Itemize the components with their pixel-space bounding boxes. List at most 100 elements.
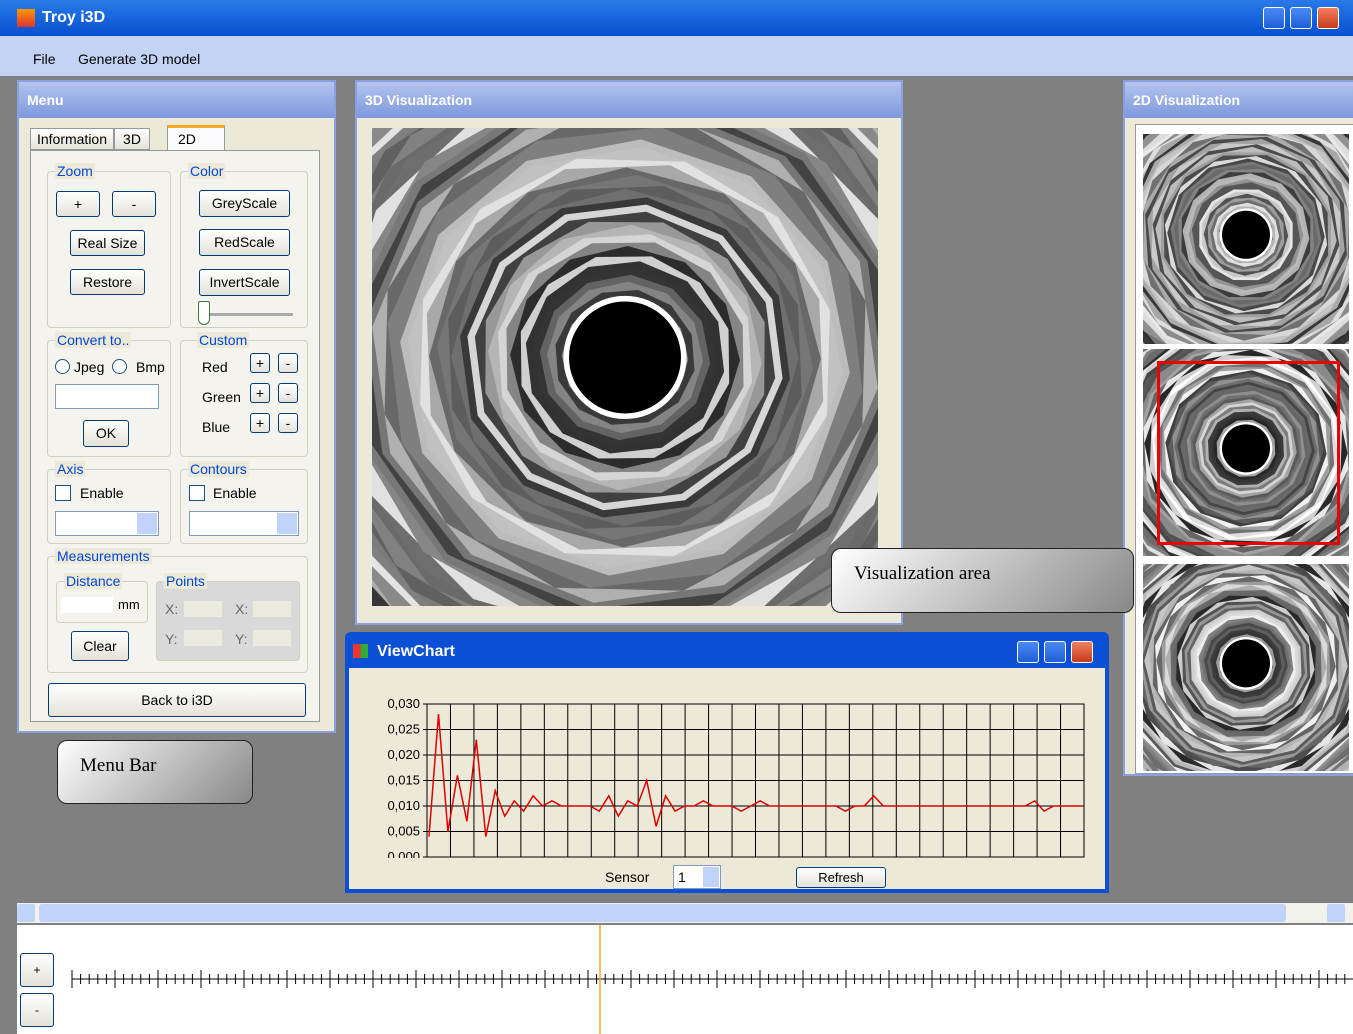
button[interactable]: - bbox=[20, 993, 54, 1027]
unit: mm bbox=[118, 597, 140, 612]
checkbox[interactable] bbox=[55, 485, 71, 501]
group-label: Custom bbox=[197, 332, 249, 348]
ruler bbox=[17, 925, 1353, 1034]
y-tick-label: 0,005 bbox=[387, 824, 420, 839]
group-label: Convert to.. bbox=[55, 332, 131, 348]
y-tick-label: 0,020 bbox=[387, 747, 420, 762]
dropdown-arrow bbox=[137, 513, 157, 534]
visualization-image bbox=[372, 128, 878, 606]
panel-header: Menu bbox=[19, 82, 334, 118]
y-tick-label: 0,000 bbox=[387, 849, 420, 858]
close[interactable] bbox=[1317, 7, 1339, 29]
point-label: Y: bbox=[165, 631, 177, 647]
dropdown[interactable] bbox=[189, 511, 299, 536]
maximize[interactable] bbox=[1290, 7, 1312, 29]
point-field bbox=[184, 630, 222, 646]
window-title: Troy i3D bbox=[42, 9, 105, 27]
group-label: Color bbox=[188, 163, 225, 179]
group-label: Measurements bbox=[55, 548, 152, 564]
scroll-right[interactable] bbox=[1327, 904, 1345, 922]
button[interactable]: - bbox=[278, 413, 298, 433]
menu-panel: Menu Information 3D 2D Zoom + - Real Siz… bbox=[17, 80, 336, 733]
group-label: Zoom bbox=[55, 163, 95, 179]
distance-field[interactable] bbox=[61, 597, 113, 613]
radio-label: Jpeg bbox=[74, 359, 104, 375]
button[interactable]: GreyScale bbox=[199, 190, 290, 217]
button[interactable]: + bbox=[250, 353, 270, 373]
slider-track bbox=[201, 313, 293, 316]
button[interactable]: Restore bbox=[70, 269, 145, 295]
channel-label: Red bbox=[202, 359, 228, 375]
app-icon bbox=[17, 9, 35, 27]
button[interactable]: + bbox=[250, 413, 270, 433]
button[interactable]: Real Size bbox=[70, 230, 145, 256]
close[interactable] bbox=[1071, 641, 1093, 663]
spin-buttons[interactable] bbox=[703, 867, 719, 887]
group-label: Axis bbox=[55, 461, 85, 477]
point-field bbox=[253, 630, 291, 646]
menu-item[interactable]: File bbox=[33, 51, 56, 67]
tab[interactable]: Information bbox=[30, 128, 114, 150]
tab[interactable]: 3D bbox=[114, 128, 150, 150]
dropdown-arrow bbox=[277, 513, 297, 534]
button[interactable]: - bbox=[278, 383, 298, 403]
minimize[interactable] bbox=[1263, 7, 1285, 29]
selection bbox=[1157, 361, 1340, 545]
refresh-button[interactable]: Refresh bbox=[796, 867, 886, 888]
radio-label: Bmp bbox=[136, 359, 165, 375]
sensor-value: 1 bbox=[678, 869, 686, 885]
y-tick-label: 0,010 bbox=[387, 798, 420, 813]
minimize[interactable] bbox=[1017, 641, 1039, 663]
button[interactable]: InvertScale bbox=[199, 269, 290, 296]
button[interactable]: + bbox=[20, 953, 54, 987]
checkbox-label: Enable bbox=[80, 485, 124, 501]
chart-window-title: ViewChart bbox=[377, 643, 455, 661]
scroll-left[interactable] bbox=[17, 904, 35, 922]
button[interactable]: - bbox=[112, 191, 156, 217]
channel-label: Blue bbox=[202, 419, 230, 435]
hole bbox=[569, 301, 681, 413]
button[interactable]: + bbox=[56, 191, 100, 217]
menu-bar: File Generate 3D model bbox=[0, 36, 1353, 76]
radio[interactable] bbox=[112, 359, 127, 374]
annotation: Visualization area bbox=[831, 548, 1134, 613]
scroll-thumb[interactable] bbox=[39, 904, 1286, 922]
timeline: + - bbox=[17, 925, 1353, 1034]
group-label: Distance bbox=[64, 573, 122, 589]
point-field bbox=[184, 601, 222, 617]
viz-3d-panel: 3D Visualization bbox=[355, 80, 903, 625]
button[interactable]: Back to i3D bbox=[48, 683, 306, 717]
h-scrollbar[interactable] bbox=[17, 903, 1353, 923]
sensor-spinner[interactable]: 1 bbox=[673, 865, 721, 889]
point-field bbox=[253, 601, 291, 617]
hole bbox=[1222, 211, 1270, 259]
tab-active[interactable]: 2D bbox=[167, 125, 225, 151]
button[interactable]: - bbox=[278, 353, 298, 373]
button[interactable]: OK bbox=[83, 420, 129, 447]
panel-header: 2D Visualization bbox=[1125, 82, 1353, 118]
maximize[interactable] bbox=[1044, 641, 1066, 663]
radio[interactable] bbox=[55, 359, 70, 374]
button-clear[interactable]: Clear bbox=[71, 631, 129, 661]
chart-window-icon bbox=[353, 644, 368, 658]
point-label: X: bbox=[165, 601, 178, 617]
checkbox[interactable] bbox=[189, 485, 205, 501]
viz-2d-panel: 2D Visualization bbox=[1123, 80, 1353, 776]
thumbnail bbox=[1143, 564, 1349, 771]
group-box bbox=[156, 581, 300, 661]
y-tick-label: 0,025 bbox=[387, 722, 420, 737]
button[interactable]: + bbox=[250, 383, 270, 403]
menu-item[interactable]: Generate 3D model bbox=[78, 51, 200, 67]
dropdown[interactable] bbox=[55, 511, 159, 536]
annotation: Menu Bar bbox=[57, 740, 253, 804]
group-label: Points bbox=[164, 573, 207, 589]
text-field[interactable] bbox=[55, 384, 159, 409]
button[interactable]: RedScale bbox=[199, 229, 290, 256]
channel-label: Green bbox=[202, 389, 241, 405]
thumbnail bbox=[1143, 134, 1349, 344]
slider-thumb[interactable] bbox=[198, 301, 210, 325]
panel-header: 3D Visualization bbox=[357, 82, 901, 118]
